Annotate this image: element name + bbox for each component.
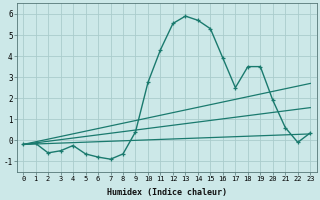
X-axis label: Humidex (Indice chaleur): Humidex (Indice chaleur) (107, 188, 227, 197)
